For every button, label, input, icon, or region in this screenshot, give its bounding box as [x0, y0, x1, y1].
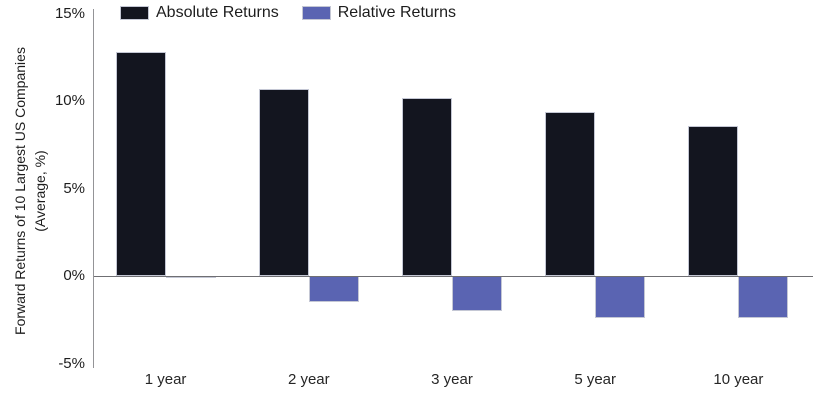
x-tick-label-5-year: 5 year: [574, 371, 617, 388]
bar-absolute-1-year: [115, 52, 166, 276]
absolute-returns-swatch-icon: [120, 6, 149, 20]
legend-item-absolute-returns: Absolute Returns: [120, 4, 279, 22]
bar-absolute-2-year: [258, 88, 309, 276]
x-tick-label-3-year: 3 year: [431, 371, 473, 388]
legend-item-relative-returns: Relative Returns: [301, 4, 457, 22]
x-tick-label-2-year: 2 year: [287, 371, 330, 388]
y-tick-label-10pct: 10%: [54, 92, 85, 109]
bar-absolute-3-year: [402, 97, 452, 276]
y-tick-label-15pct: 15%: [54, 4, 85, 22]
x-tick-label-1-year: 1 year: [144, 371, 187, 388]
legend-label-absolute-returns: Absolute Returns: [156, 4, 279, 21]
y-tick-label-5pct: 5%: [63, 179, 85, 197]
relative-returns-swatch-icon: [301, 6, 331, 20]
zero-baseline: [94, 275, 813, 277]
bar-relative-5-year: [595, 276, 646, 318]
y-tick-label-0pct: 0%: [63, 267, 85, 284]
bar-absolute-10-year: [688, 125, 739, 276]
legend: Absolute Returns Relative Returns: [120, 4, 456, 22]
bar-absolute-5-year: [545, 111, 596, 276]
x-tick-label-10-year: 10 year: [713, 371, 764, 388]
bar-relative-2-year: [308, 276, 359, 303]
bar-relative-10-year: [738, 276, 789, 318]
bar-relative-3-year: [452, 276, 502, 311]
y-tick-label-neg5pct: -5%: [58, 354, 85, 372]
legend-label-relative-returns: Relative Returns: [337, 4, 457, 21]
y-axis-line: [93, 9, 95, 368]
